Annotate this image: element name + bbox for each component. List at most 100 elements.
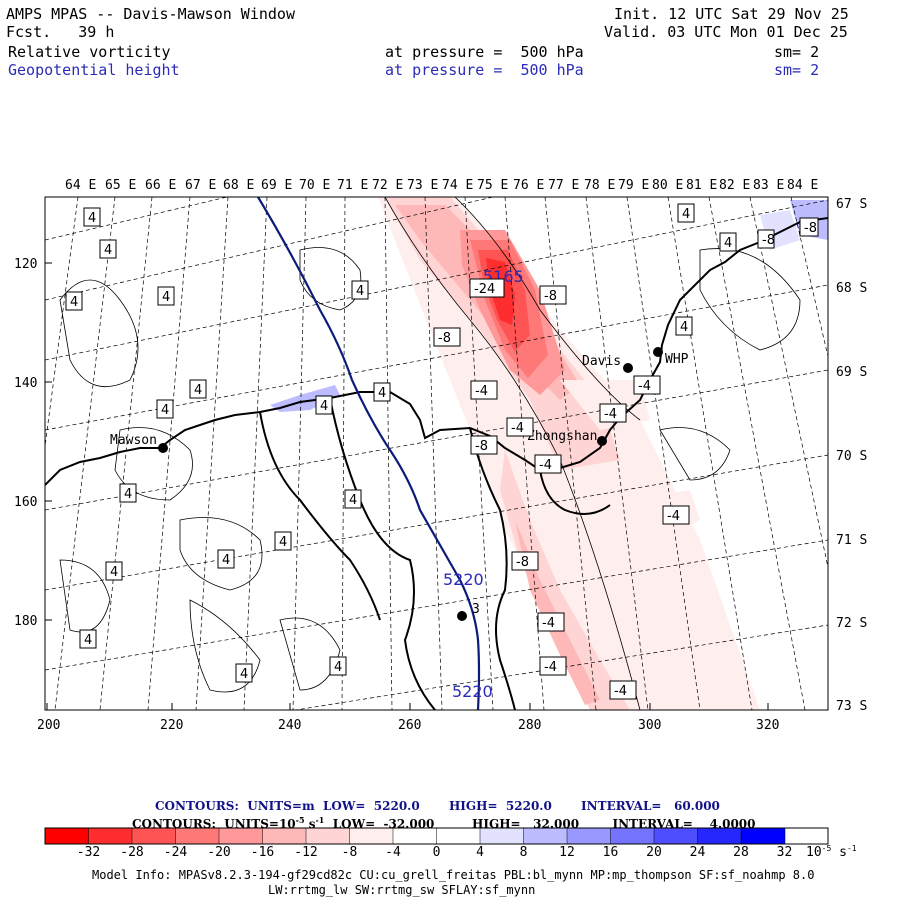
model-info-line1: Model Info: MPASv8.2.3-194-gf29cd82c CU:… [92, 868, 815, 882]
lat-label: 73 S [836, 699, 867, 714]
x-axis-labels: 200 220 240 260 280 300 320 [37, 718, 779, 733]
contour-label: 4 [719, 232, 737, 252]
colorbar-cell [349, 827, 394, 845]
svg-text:4: 4 [194, 383, 202, 398]
svg-text:4: 4 [279, 535, 287, 550]
lon-label: 66 E [145, 178, 176, 193]
y-label: 180 [14, 614, 37, 629]
svg-text:-8: -8 [516, 555, 529, 570]
contour-label: 4 [79, 629, 97, 649]
lon-label: 84 E [787, 178, 818, 193]
colorbar-tick-label: -32 [77, 845, 100, 860]
model-info-line2: LW:rrtmg_lw SW:rrtmg_sw SFLAY:sf_mynn [268, 883, 536, 897]
lon-label: 76 E [513, 178, 544, 193]
lon-label: 67 E [185, 178, 216, 193]
station-marker [158, 443, 168, 453]
colorbar-cell [740, 827, 786, 845]
lon-label: 83 E [753, 178, 784, 193]
contour-label: 4 [105, 561, 123, 581]
colorbar-tick-label: -16 [251, 845, 274, 860]
y-label: 160 [14, 495, 37, 510]
lat-label: 69 S [836, 365, 867, 380]
lat-label: 71 S [836, 533, 867, 548]
svg-text:-4: -4 [544, 660, 557, 675]
y-axis-labels: 120 140 160 180 [14, 257, 37, 629]
colorbar-cell [218, 827, 264, 845]
contour-label: 4 [344, 489, 362, 509]
lat-label: 72 S [836, 616, 867, 631]
x-label: 240 [278, 718, 301, 733]
lon-label: 70 E [299, 178, 330, 193]
lat-label: 67 S [836, 197, 867, 212]
colorbar-cell [610, 827, 655, 845]
svg-text:4: 4 [356, 284, 364, 299]
station-label-zhongshan: Zhongshan [527, 429, 597, 444]
svg-text:4: 4 [124, 487, 132, 502]
contour-label: -4 [599, 403, 627, 423]
lon-label: 71 E [337, 178, 368, 193]
contour-label: -8 [799, 217, 819, 237]
graticule [45, 197, 828, 710]
colorbar-ticks: -32 -28 -24 -20 -16 -12 -8 -4 0 4 8 12 16 20 24 28 32 [77, 845, 793, 860]
colorbar-tick-label: -12 [294, 845, 317, 860]
contour-label: -8 [470, 435, 498, 455]
x-label: 200 [37, 718, 60, 733]
station-label-whp: WHP [665, 352, 689, 367]
valid-time: Valid. 03 UTC Mon 01 Dec 25 [604, 23, 848, 41]
contour-label: 4 [274, 531, 292, 551]
lon-label: 65 E [105, 178, 136, 193]
svg-text:-4: -4 [539, 458, 552, 473]
contours-heights: CONTOURS: UNITS=m LOW= 5220.0 HIGH= 5220… [155, 799, 720, 813]
contour-label: 4 [315, 395, 333, 415]
vorticity-labels: 4 4 4 4 4 4 4 4 4 4 4 4 4 4 4 4 4 4 4 4 … [65, 203, 819, 700]
colorbar-tick-label: 20 [646, 845, 662, 860]
lon-label: 64 E [65, 178, 96, 193]
colorbar-tick-label: 0 [433, 845, 441, 860]
colorbar-cell [653, 827, 699, 845]
vorticity-shading [270, 197, 828, 710]
map-plot-area [45, 197, 828, 710]
colorbar-tick-label: 12 [559, 845, 575, 860]
plot-title: AMPS MPAS -- Davis-Mawson Window [6, 5, 295, 23]
contour-label: 4 [677, 203, 695, 223]
field2-smoothing: sm= 2 [774, 61, 820, 79]
svg-text:4: 4 [162, 290, 170, 305]
x-label: 220 [160, 718, 183, 733]
svg-text:-4: -4 [614, 684, 627, 699]
vorticity-contours [59, 197, 801, 710]
colorbar-cell [131, 827, 177, 845]
contour-label: -4 [633, 375, 661, 395]
svg-text:-4: -4 [475, 384, 488, 399]
station-marker [597, 436, 607, 446]
contour-label: 4 [329, 656, 347, 676]
contour-label: 4 [65, 291, 83, 311]
colorbar-tick-label: 4 [476, 845, 484, 860]
svg-text:4: 4 [682, 207, 690, 222]
contour-label: -4 [506, 417, 534, 437]
height-label: 5220 [452, 682, 493, 701]
contour-label: 4 [675, 316, 693, 336]
field2-name: Geopotential height [8, 61, 180, 79]
lon-label: 79 E [618, 178, 649, 193]
x-label: 260 [398, 718, 421, 733]
svg-text:4: 4 [724, 236, 732, 251]
colorbar-cell [436, 827, 481, 845]
colorbar-tick-label: 32 [777, 845, 793, 860]
svg-text:4: 4 [70, 295, 78, 310]
field1-smoothing: sm= 2 [774, 43, 820, 61]
field1-pressure: at pressure = 500 hPa [385, 43, 584, 61]
colorbar-frame [44, 827, 829, 845]
lon-label: 73 E [407, 178, 438, 193]
svg-text:4: 4 [320, 399, 328, 414]
contour-label: -24 [469, 278, 505, 298]
lon-label: 74 E [442, 178, 473, 193]
svg-text:-8: -8 [804, 221, 817, 236]
svg-text:4: 4 [88, 211, 96, 226]
colorbar-cell [566, 827, 612, 845]
stations: Mawson Davis WHP Zhongshan 3 [110, 347, 689, 621]
colorbar-cells [44, 827, 786, 845]
contour-label: 4 [156, 399, 174, 419]
contour-label: 4 [189, 379, 207, 399]
lat-label: 68 S [836, 281, 867, 296]
svg-text:-8: -8 [762, 233, 775, 248]
